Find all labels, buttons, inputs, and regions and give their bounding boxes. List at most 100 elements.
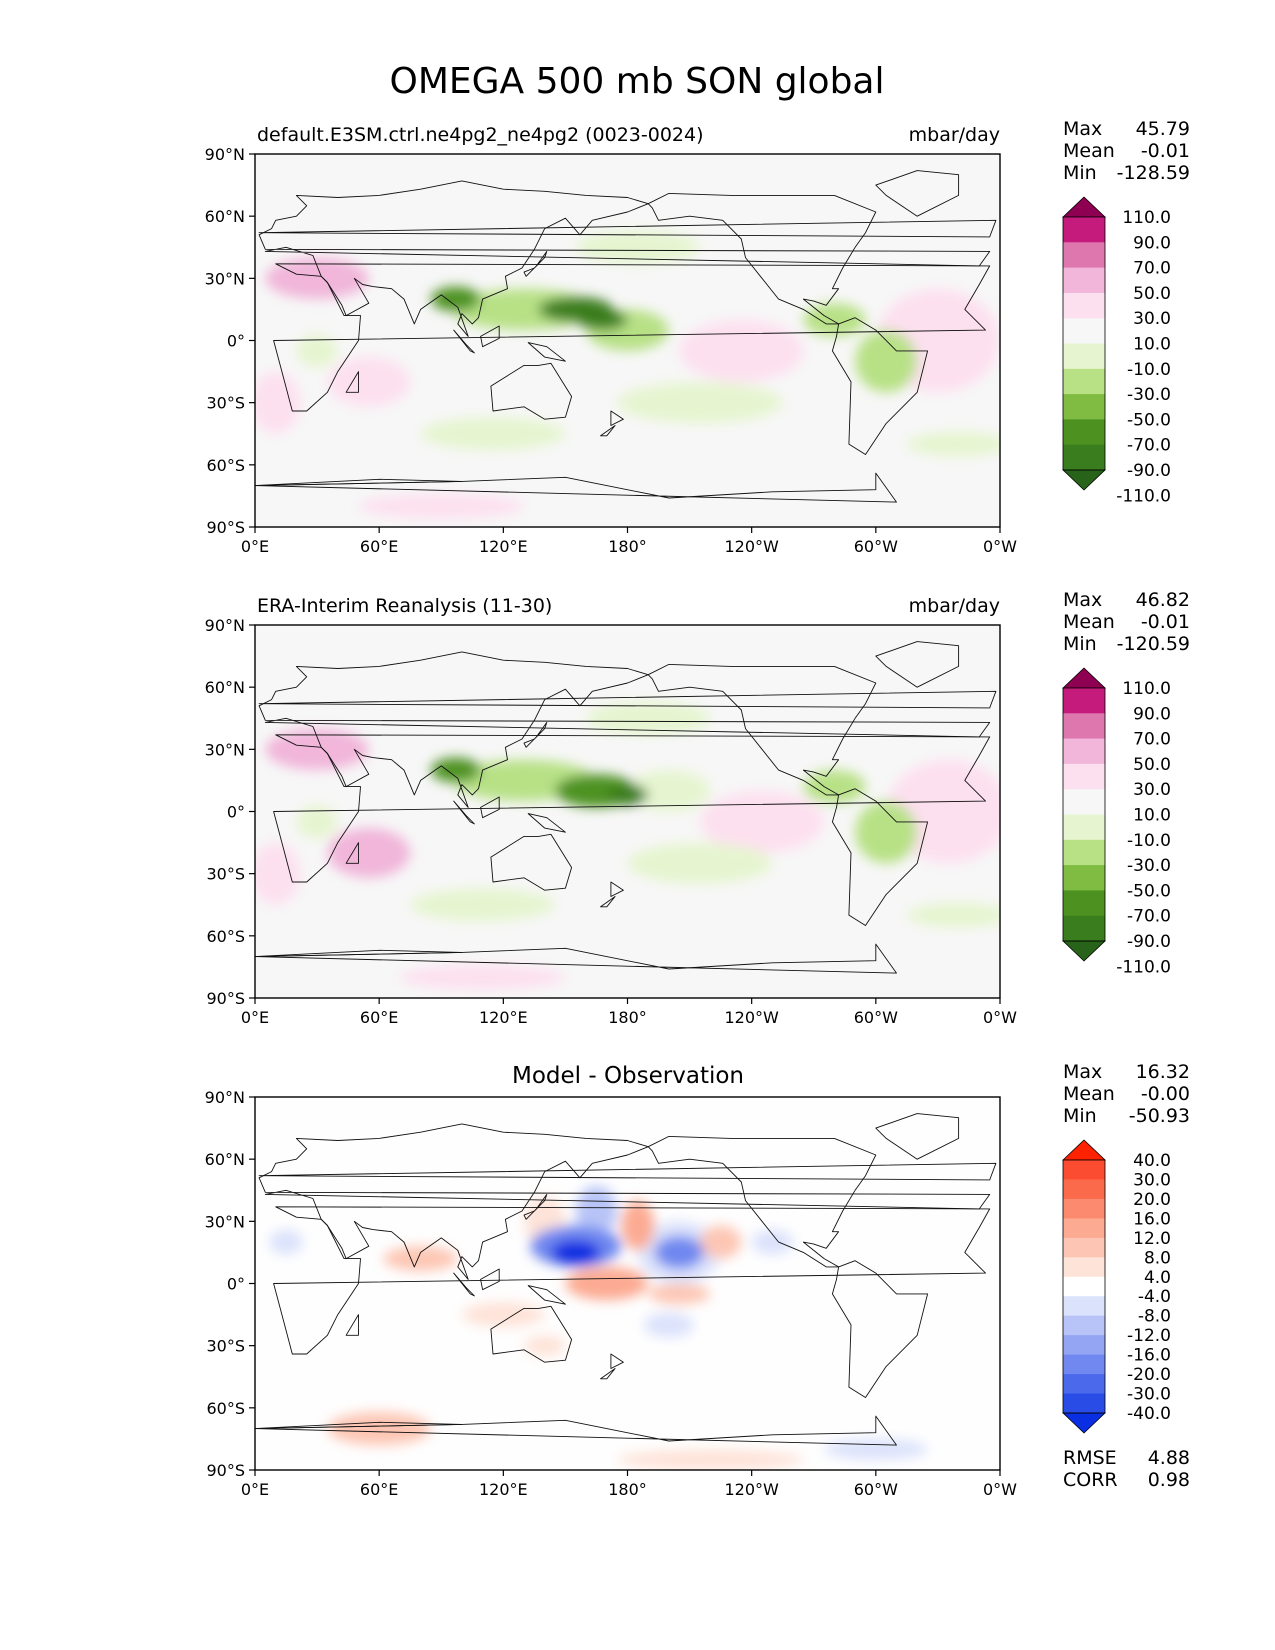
field-region (420, 417, 566, 451)
coastline (647, 1135, 877, 1268)
panel-units: mbar/day (909, 124, 1000, 146)
colorbar-segment (1063, 368, 1105, 395)
field-region (654, 1235, 705, 1269)
stat-min-label: Min (1063, 633, 1097, 655)
colorbar-segment (1063, 1237, 1105, 1258)
coastline (831, 1260, 929, 1398)
colorbar-level-label: -50.0 (1127, 881, 1171, 901)
colorbar-segment (1063, 394, 1105, 420)
field-region (906, 431, 1000, 457)
stat-max-value: 45.79 (1136, 118, 1190, 140)
x-tick-label: 120°W (724, 1008, 779, 1027)
colorbar-segment (1063, 292, 1105, 319)
colorbar-segment (1063, 713, 1105, 740)
colorbar-level-label: 20.0 (1133, 1190, 1171, 1210)
colorbar-extend-bottom (1062, 940, 1106, 962)
coastline (490, 833, 573, 891)
colorbar-level-label: -8.0 (1138, 1307, 1171, 1327)
x-tick-label: 0°W (983, 1008, 1017, 1027)
field-region (699, 1225, 742, 1259)
colorbar-segment (1063, 1276, 1105, 1297)
coastline (600, 896, 616, 908)
colorbar-level-label: 4.0 (1144, 1268, 1171, 1288)
field-region (430, 286, 481, 312)
panel-units: mbar/day (909, 595, 1000, 617)
colorbar-level-label: 50.0 (1133, 755, 1171, 775)
colorbar-segment (1063, 688, 1105, 714)
coastline (258, 1123, 991, 1280)
x-tick-label: 60°W (854, 1480, 898, 1499)
x-tick-label: 120°E (479, 1008, 528, 1027)
x-tick-label: 120°E (479, 537, 528, 556)
colorbar-extend-top (1062, 1139, 1106, 1161)
colorbar-segment (1063, 1374, 1105, 1395)
colorbar-extend-bottom (1062, 1412, 1106, 1434)
coastline (255, 1421, 463, 1430)
coastline (480, 1268, 500, 1291)
colorbar-segment (1063, 1315, 1105, 1336)
colorbar-level-label: 110.0 (1122, 679, 1171, 699)
colorbar-segment (1063, 444, 1105, 471)
field-region (538, 296, 614, 322)
field-region (575, 1186, 618, 1236)
panel-title: default.E3SM.ctrl.ne4pg2_ne4pg2 (0023-00… (257, 124, 704, 146)
coastline (255, 1415, 897, 1446)
stat-max-value: 46.82 (1136, 589, 1190, 611)
y-tick-label: 0° (227, 332, 245, 351)
coastline (523, 721, 548, 748)
coastline (527, 813, 566, 833)
coastline (831, 317, 929, 455)
coastline (610, 1353, 624, 1369)
colorbar-level-label: 10.0 (1133, 806, 1171, 826)
stat-min-value: -50.93 (1129, 1105, 1190, 1127)
colorbar-frame (1062, 1159, 1106, 1414)
stat-mean-value: -0.00 (1141, 1083, 1190, 1105)
coastline (255, 943, 897, 974)
field-region (617, 381, 783, 424)
colorbar-level-label: -12.0 (1127, 1326, 1171, 1346)
figure-title: OMEGA 500 mb SON global (390, 61, 885, 102)
panel-title: Model - Observation (512, 1063, 744, 1089)
stat-min-value: -120.59 (1117, 633, 1190, 655)
colorbar-level-label: 90.0 (1133, 704, 1171, 724)
coastline (453, 1272, 475, 1297)
panel-observation: ERA-Interim Reanalysis (11-30) mbar/day … (205, 589, 1190, 1027)
colorbar-level-label: 30.0 (1133, 1170, 1171, 1190)
stat-min-label: Min (1063, 162, 1097, 184)
colorbar-level-label: 40.0 (1133, 1151, 1171, 1171)
coastline (831, 788, 929, 926)
coastline (490, 362, 573, 420)
x-tick-label: 180° (608, 1008, 647, 1027)
y-tick-label: 30°N (205, 1212, 245, 1231)
colorbar-segment (1063, 1218, 1105, 1239)
y-tick-label: 30°N (205, 269, 245, 288)
stats-box: Max 46.82 Mean -0.01 Min -120.59 (1063, 589, 1190, 655)
colorbar-level-label: 12.0 (1133, 1229, 1171, 1249)
colorbar-level-label: 90.0 (1133, 233, 1171, 253)
colorbar-level-label: -4.0 (1138, 1287, 1171, 1307)
colorbar-segment (1063, 1179, 1105, 1200)
coastlines (255, 1113, 997, 1446)
colorbar-level-label: -30.0 (1127, 1385, 1171, 1405)
corr-label: CORR (1063, 1469, 1118, 1491)
field-region (327, 1411, 431, 1446)
y-tick-label: 60°N (205, 207, 245, 226)
field-region (648, 1283, 711, 1305)
coastline (480, 325, 500, 348)
field-region (430, 757, 481, 783)
colorbar-segment (1063, 865, 1105, 891)
field-region (751, 1229, 794, 1255)
field-region (855, 801, 918, 864)
y-tick-label: 90°S (206, 1461, 245, 1480)
stat-mean-label: Mean (1063, 140, 1115, 162)
colorbar-segment (1063, 738, 1105, 765)
colorbar: 40.030.020.016.012.08.04.0-4.0-8.0-12.0-… (1062, 1139, 1171, 1434)
y-tick-label: 30°S (206, 865, 245, 884)
y-tick-label: 90°S (206, 989, 245, 1008)
stat-mean-value: -0.01 (1141, 140, 1190, 162)
field-region (410, 888, 556, 922)
colorbar-level-label: -110.0 (1116, 957, 1171, 977)
y-tick-label: 90°N (205, 616, 245, 635)
coastline (647, 192, 877, 325)
field-region (358, 493, 525, 519)
